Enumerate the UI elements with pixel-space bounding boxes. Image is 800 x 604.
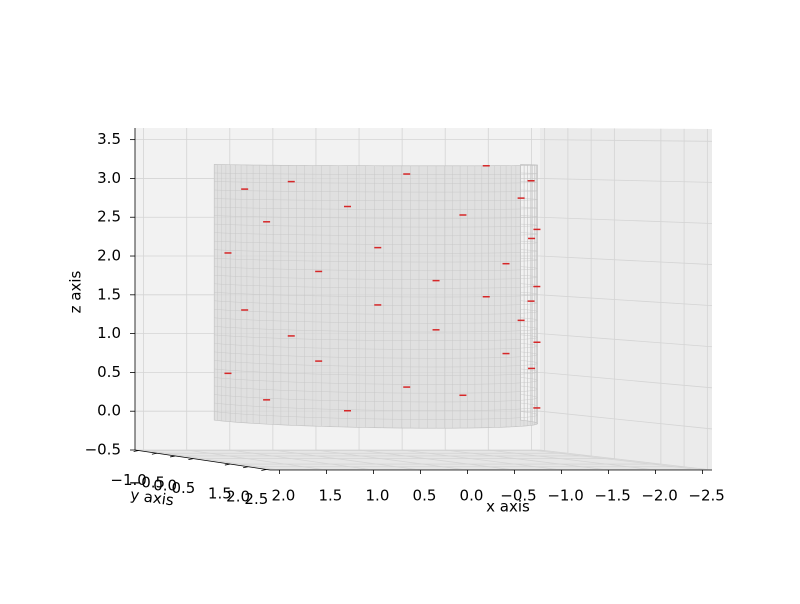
mesh-ring [214,198,538,202]
mesh-ring [214,257,538,263]
mesh-ring [214,292,538,298]
mesh-ring [214,172,538,175]
x-tick-label: 0.0 [460,487,484,505]
y-axis-title: y axis [129,486,175,510]
cylinder-mesh [214,164,538,429]
surface-group [213,164,538,429]
y-tick-label: 1.5 [208,485,232,503]
grid-line [539,178,713,183]
mesh-ring [214,232,538,237]
x-tick-label: −1.5 [594,487,630,505]
x-tick-label: 0.5 [413,487,437,505]
points-group [224,165,541,412]
grid-line [539,449,713,471]
mesh-ring [214,334,538,341]
mesh-ring [214,343,538,350]
z-tick-label: 3.0 [97,169,121,187]
x-tick-label: −0.5 [500,487,536,505]
z-tick-label: 0.5 [97,363,121,381]
z-tick-label: 0.0 [97,402,121,420]
x-tick-label: −2.5 [688,487,724,505]
axes: 2.0 1.5 1.0 0.5 0.0 −0.5 −1.0 −1.5 −2.0 −2.5−1.0−… [85,128,725,508]
x-tick-label: 1.5 [318,487,342,505]
x-tick-label: 1.0 [366,487,390,505]
mesh-ring [214,317,538,324]
x-tick-label: −2.0 [641,487,677,505]
mesh-ring [214,411,538,420]
mesh-ring [214,300,538,306]
side-pane [540,128,712,470]
grid-line [539,333,713,348]
mesh-ring [214,266,538,271]
grid-line [539,410,713,430]
z-tick-label: 1.5 [97,285,121,303]
y-tick-label: −0.5 [129,474,165,492]
mesh-ring [214,385,538,394]
mesh-ring [214,309,538,315]
grid-line [539,294,713,307]
z-tick-label: 2.5 [97,208,121,226]
mesh-ring [214,249,538,254]
mesh-ring [214,402,538,411]
mesh-ring [214,351,538,359]
grid-line [539,216,713,224]
mesh-ring [214,223,538,228]
mesh-ring [214,181,538,184]
mesh-ring [214,360,538,368]
x-tick-label: −1.0 [547,487,583,505]
y-axis-line [134,449,271,471]
mesh-ring [214,215,538,219]
z-tick-label: −0.5 [85,441,121,459]
mesh-ring [214,240,538,245]
grid-line [539,372,713,389]
z-axis-title: z axis [67,270,85,313]
mesh-ring [214,189,538,193]
mesh-ring [214,394,538,403]
x-axis-title: x axis [486,498,530,516]
y-tick-label: −1.0 [110,471,146,489]
z-tick-label: 1.0 [97,324,121,342]
x-tick-label: 2.0 [271,487,295,505]
y-tick-label: 2.5 [244,490,268,508]
mesh-ring [214,377,538,385]
z-tick-label: 2.0 [97,247,121,265]
grid-line [539,255,713,265]
y-tick-label: 2.0 [226,487,250,505]
y-tick-label: 0.5 [171,479,195,497]
grid-line [539,139,713,142]
mesh-ring [214,368,538,376]
y-tick-label: 0.0 [153,476,177,494]
z-tick-label: 3.5 [97,130,121,148]
mesh-ring [214,275,538,280]
mesh-ring [214,206,538,210]
mesh-ring [214,326,538,333]
